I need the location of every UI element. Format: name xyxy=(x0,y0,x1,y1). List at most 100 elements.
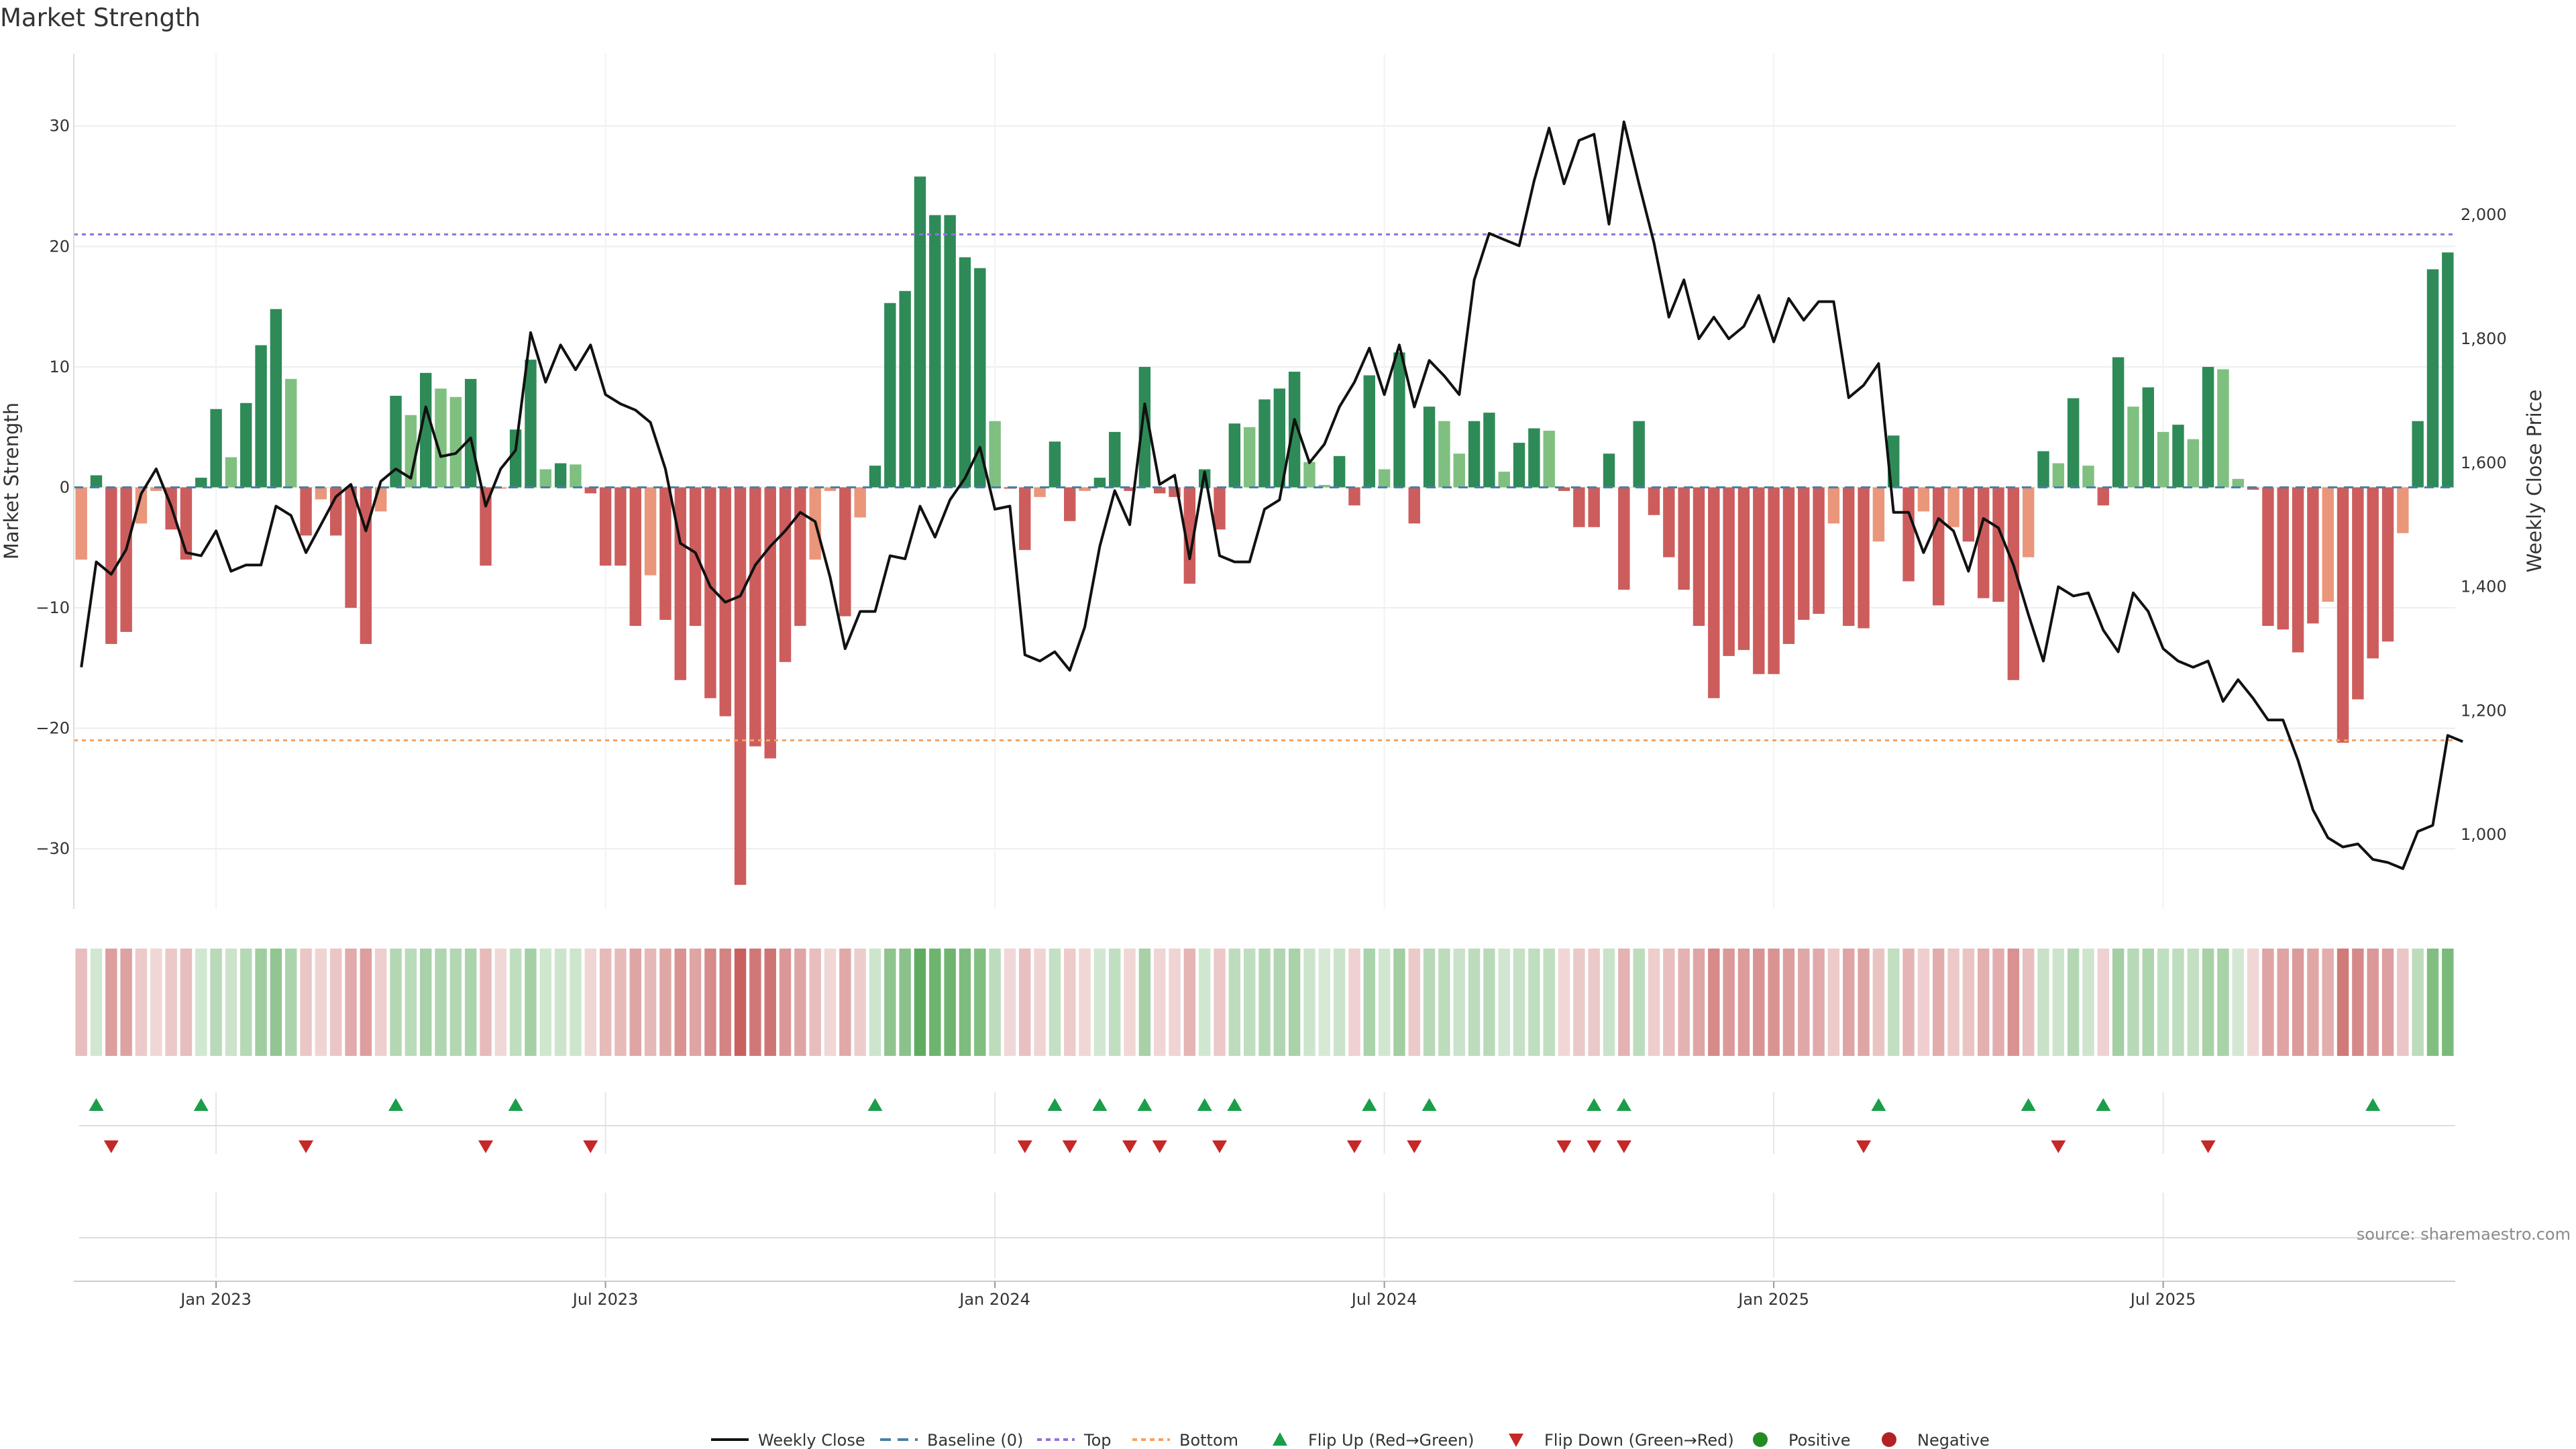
strength-bar xyxy=(1827,487,1840,524)
heat-cell xyxy=(1843,949,1855,1056)
strength-bar xyxy=(150,487,162,491)
strength-bar xyxy=(1453,453,1465,488)
strength-bar xyxy=(1214,487,1226,530)
heat-cell xyxy=(1888,949,1900,1056)
strength-bar xyxy=(794,487,806,626)
strength-bar xyxy=(1109,431,1121,488)
strength-bar xyxy=(1902,487,1915,582)
heat-cell xyxy=(974,949,986,1056)
heat-cell xyxy=(1947,949,1960,1056)
strength-bar xyxy=(1663,487,1675,557)
flip-down-marker xyxy=(1346,1140,1362,1153)
heat-cell xyxy=(1917,949,1930,1056)
heat-cell xyxy=(1138,949,1151,1056)
strength-bar xyxy=(2352,487,2364,700)
heat-cell xyxy=(1678,949,1690,1056)
heat-cell xyxy=(899,949,911,1056)
strength-bar xyxy=(120,487,132,632)
strength-bar xyxy=(315,487,327,500)
heat-cell xyxy=(2112,949,2125,1056)
strength-bar xyxy=(1348,487,1360,506)
heat-cell xyxy=(599,949,612,1056)
strength-bar xyxy=(1064,487,1076,521)
flip-up-marker xyxy=(1137,1098,1152,1111)
heat-cell xyxy=(2247,949,2259,1056)
heat-cell xyxy=(1064,949,1076,1056)
y-tick-label: −30 xyxy=(36,839,70,858)
heat-cell xyxy=(1498,949,1510,1056)
strength-bar xyxy=(480,487,492,566)
heat-cell xyxy=(1393,949,1405,1056)
strength-bar xyxy=(135,487,148,524)
heat-cell xyxy=(195,949,207,1056)
strength-bar xyxy=(854,487,866,518)
flip-down-marker xyxy=(583,1140,598,1153)
strength-bar xyxy=(2381,487,2394,642)
strength-bar xyxy=(1917,487,1930,512)
strength-bar xyxy=(1858,487,1870,629)
heat-cell xyxy=(360,949,372,1056)
heat-cell xyxy=(1288,949,1301,1056)
heat-cell xyxy=(1827,949,1840,1056)
strength-bar xyxy=(105,487,117,644)
heat-cell xyxy=(480,949,492,1056)
heat-cell xyxy=(554,949,567,1056)
strength-bar xyxy=(2397,487,2409,533)
strength-bar xyxy=(629,487,641,626)
y2-tick-label: 1,000 xyxy=(2461,825,2507,844)
heat-cell xyxy=(1977,949,1990,1056)
heat-cell xyxy=(914,949,926,1056)
strength-bar xyxy=(1933,487,1945,606)
strength-bar xyxy=(1318,484,1331,488)
strength-bar xyxy=(2067,398,2080,488)
y2-axis-label: Weekly Close Price xyxy=(2523,390,2546,573)
heat-cell xyxy=(1318,949,1331,1056)
heat-cell xyxy=(614,949,627,1056)
strength-bar xyxy=(1962,487,1975,542)
strength-bar xyxy=(2292,487,2304,653)
heat-cell xyxy=(1378,949,1391,1056)
heat-cell xyxy=(2337,949,2349,1056)
strength-bar xyxy=(1393,352,1405,488)
strength-bar xyxy=(689,487,702,626)
strength-bar xyxy=(2037,451,2049,488)
strength-bar xyxy=(974,268,986,488)
y-tick-label: 20 xyxy=(49,237,70,256)
heat-cell xyxy=(90,949,103,1056)
heat-cell xyxy=(1588,949,1600,1056)
heat-cell xyxy=(779,949,792,1056)
legend-label: Positive xyxy=(1788,1431,1851,1449)
strength-bar xyxy=(360,487,372,644)
strength-bar xyxy=(1468,421,1481,488)
heat-cell xyxy=(1468,949,1481,1056)
strength-bar xyxy=(2277,487,2289,630)
legend-label: Flip Up (Red→Green) xyxy=(1308,1431,1474,1449)
heat-cell xyxy=(509,949,522,1056)
heat-cell xyxy=(240,949,252,1056)
heat-cell xyxy=(494,949,507,1056)
strength-bar xyxy=(1737,487,1750,650)
strength-bar xyxy=(285,378,297,488)
x-axis: Jan 2023 Jul 2023 Jan 2024 Jul 2024 Jan 2025… xyxy=(74,1237,2455,1309)
flip-down-marker xyxy=(2200,1140,2216,1153)
heat-cell xyxy=(2426,949,2439,1056)
strength-bar xyxy=(2142,387,2155,488)
heat-cell xyxy=(315,949,327,1056)
weekly-close-series xyxy=(80,120,2463,870)
strength-bar xyxy=(644,487,657,576)
strength-bar xyxy=(1333,455,1346,488)
heat-cell xyxy=(1723,949,1735,1056)
heat-cell xyxy=(2217,949,2229,1056)
strength-bar xyxy=(2022,487,2035,557)
heat-cell xyxy=(2127,949,2139,1056)
strength-bar xyxy=(90,475,103,488)
strength-bar xyxy=(1843,487,1855,626)
heat-cell xyxy=(1483,949,1495,1056)
heat-cell xyxy=(165,949,177,1056)
y2-tick-label: 1,800 xyxy=(2461,329,2507,348)
strength-bar xyxy=(1363,375,1375,488)
heat-cell xyxy=(2037,949,2049,1056)
heat-cell xyxy=(2187,949,2199,1056)
heat-cell xyxy=(824,949,837,1056)
